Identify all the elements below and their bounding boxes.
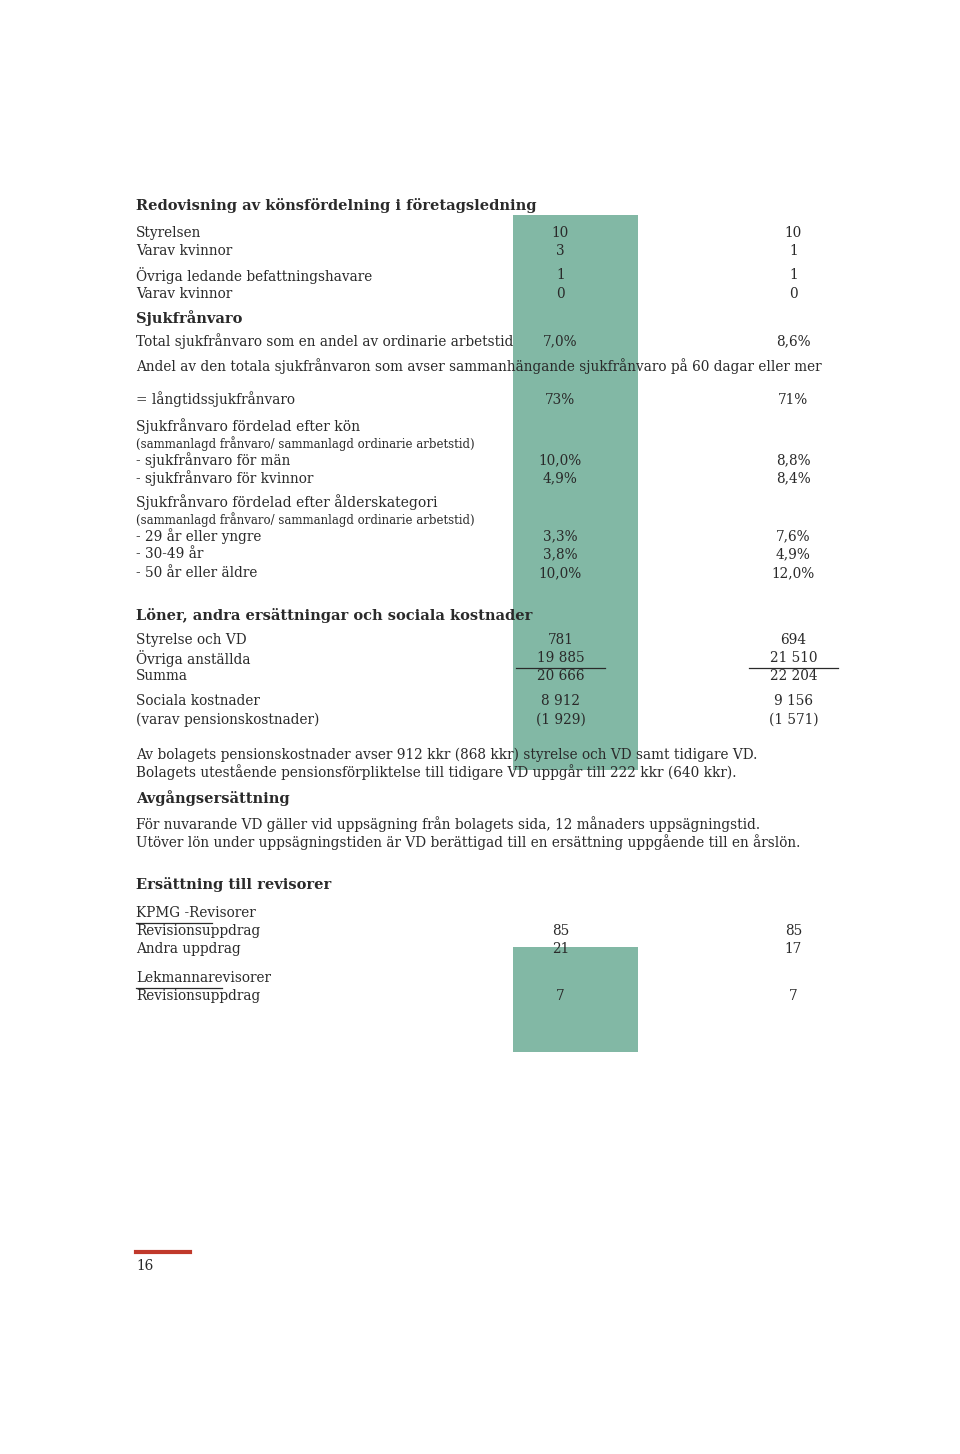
Bar [513, 947, 637, 1053]
Text: (sammanlagd frånvaro/ sammanlagd ordinarie arbetstid): (sammanlagd frånvaro/ sammanlagd ordinar… [136, 512, 475, 526]
Text: - sjukfrånvaro för kvinnor: - sjukfrånvaro för kvinnor [136, 470, 314, 486]
Text: 4,9%: 4,9% [776, 547, 811, 561]
Text: 3,8%: 3,8% [543, 547, 578, 561]
Text: 7,0%: 7,0% [543, 334, 578, 349]
Text: Övriga anställda: Övriga anställda [136, 650, 251, 666]
Text: 4,9%: 4,9% [543, 471, 578, 484]
Text: (1 571): (1 571) [769, 712, 818, 727]
Text: Redovisning av könsfördelning i företagsledning: Redovisning av könsfördelning i företags… [136, 198, 537, 214]
Text: 10: 10 [552, 225, 569, 240]
Text: Sjukfrånvaro: Sjukfrånvaro [136, 310, 243, 326]
Text: 8,8%: 8,8% [776, 454, 810, 467]
Text: 10,0%: 10,0% [539, 566, 582, 580]
Text: Lekmannarevisorer: Lekmannarevisorer [136, 971, 272, 986]
Text: Varav kvinnor: Varav kvinnor [136, 288, 232, 301]
Text: Varav kvinnor: Varav kvinnor [136, 244, 232, 257]
Text: 9 156: 9 156 [774, 694, 813, 708]
Text: Total sjukfrånvaro som en andel av ordinarie arbetstid: Total sjukfrånvaro som en andel av ordin… [136, 333, 514, 349]
Text: 21: 21 [552, 942, 569, 957]
Text: Andra uppdrag: Andra uppdrag [136, 942, 241, 957]
Text: 22 204: 22 204 [770, 669, 817, 683]
Text: Avgångsersättning: Avgångsersättning [136, 790, 290, 806]
Text: 8 912: 8 912 [540, 694, 580, 708]
Text: Övriga ledande befattningshavare: Övriga ledande befattningshavare [136, 266, 372, 284]
Text: 7: 7 [556, 989, 564, 1003]
Text: Löner, andra ersättningar och sociala kostnader: Löner, andra ersättningar och sociala ko… [136, 608, 533, 624]
Text: 1: 1 [556, 268, 564, 282]
Text: 0: 0 [556, 288, 564, 301]
Text: Andel av den totala sjukfrånvaron som avser sammanhängande sjukfrånvaro på 60 da: Andel av den totala sjukfrånvaron som av… [136, 358, 822, 374]
Text: 73%: 73% [545, 393, 576, 407]
Text: 694: 694 [780, 634, 806, 647]
Text: 8,4%: 8,4% [776, 471, 810, 484]
Text: Bolagets utestående pensionsförpliktelse till tidigare VD uppgår till 222 kkr (6: Bolagets utestående pensionsförpliktelse… [136, 765, 737, 781]
Text: Sjukfrånvaro fördelad efter kön: Sjukfrånvaro fördelad efter kön [136, 419, 361, 435]
Text: - 29 år eller yngre: - 29 år eller yngre [136, 528, 262, 544]
Text: Styrelse och VD: Styrelse och VD [136, 634, 247, 647]
Text: 1: 1 [789, 244, 798, 257]
Text: 16: 16 [136, 1259, 154, 1274]
Text: 10: 10 [784, 225, 802, 240]
Text: Sociala kostnader: Sociala kostnader [136, 694, 260, 708]
Text: Sjukfrånvaro fördelad efter ålderskategori: Sjukfrånvaro fördelad efter ålderskatego… [136, 494, 438, 510]
Text: 21 510: 21 510 [770, 651, 817, 664]
Text: Revisionsuppdrag: Revisionsuppdrag [136, 925, 260, 938]
Text: 0: 0 [789, 288, 798, 301]
Text: (1 929): (1 929) [536, 712, 586, 727]
Text: 7: 7 [789, 989, 798, 1003]
Text: 12,0%: 12,0% [772, 566, 815, 580]
Text: 3: 3 [556, 244, 564, 257]
Text: (sammanlagd frånvaro/ sammanlagd ordinarie arbetstid): (sammanlagd frånvaro/ sammanlagd ordinar… [136, 436, 475, 451]
Text: Revisionsuppdrag: Revisionsuppdrag [136, 989, 260, 1003]
Text: 1: 1 [789, 268, 798, 282]
Text: (varav pensionskostnader): (varav pensionskostnader) [136, 712, 320, 727]
Text: - 50 år eller äldre: - 50 år eller äldre [136, 566, 257, 580]
Text: Styrelsen: Styrelsen [136, 225, 202, 240]
Text: Utöver lön under uppsägningstiden är VD berättigad till en ersättning uppgående : Utöver lön under uppsägningstiden är VD … [136, 833, 801, 849]
Text: För nuvarande VD gäller vid uppsägning från bolagets sida, 12 månaders uppsägnin: För nuvarande VD gäller vid uppsägning f… [136, 816, 760, 832]
Text: 7,6%: 7,6% [776, 529, 810, 544]
Text: 19 885: 19 885 [537, 651, 585, 664]
Text: - 30-49 år: - 30-49 år [136, 547, 204, 561]
Text: 17: 17 [784, 942, 802, 957]
Text: KPMG -Revisorer: KPMG -Revisorer [136, 906, 256, 920]
Text: - sjukfrånvaro för män: - sjukfrånvaro för män [136, 452, 291, 468]
Text: 8,6%: 8,6% [776, 334, 810, 349]
Bar [513, 215, 637, 771]
Text: 20 666: 20 666 [537, 669, 585, 683]
Text: Ersättning till revisorer: Ersättning till revisorer [136, 877, 331, 891]
Text: 3,3%: 3,3% [543, 529, 578, 544]
Text: Summa: Summa [136, 669, 188, 683]
Text: 85: 85 [784, 925, 802, 938]
Text: 71%: 71% [779, 393, 808, 407]
Text: 781: 781 [547, 634, 573, 647]
Text: = långtidssjukfrånvaro: = långtidssjukfrånvaro [136, 391, 296, 407]
Text: Av bolagets pensionskostnader avser 912 kkr (868 kkr) styrelse och VD samt tidig: Av bolagets pensionskostnader avser 912 … [136, 747, 757, 762]
Text: 10,0%: 10,0% [539, 454, 582, 467]
Text: 85: 85 [552, 925, 569, 938]
